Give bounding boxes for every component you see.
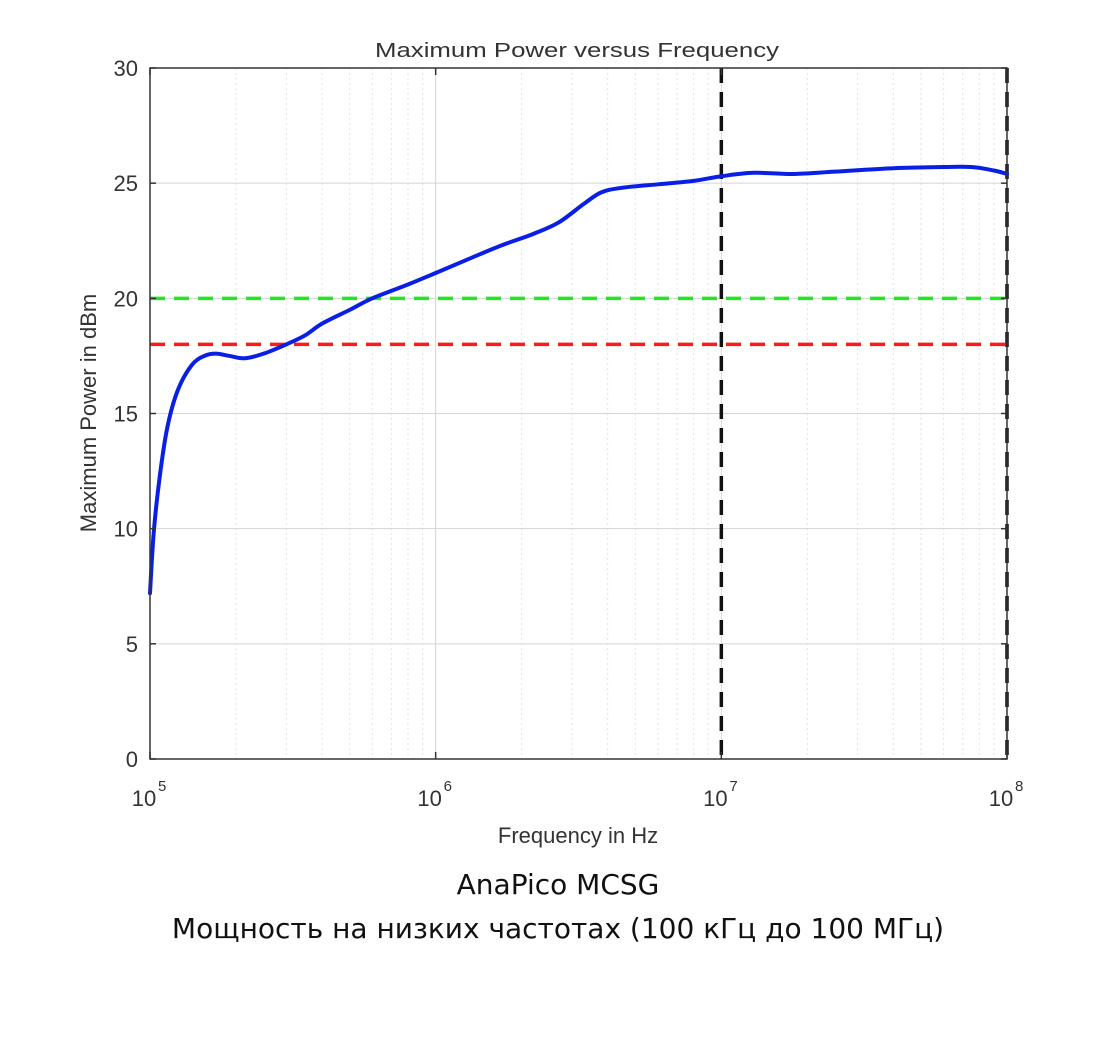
grid [150, 68, 1007, 759]
x-tick-label: 10 [417, 786, 441, 811]
x-tick-label: 10 [132, 786, 156, 811]
series-group [148, 164, 1009, 596]
x-tick-label-exponent: 6 [444, 778, 452, 795]
y-tick-label: 20 [114, 286, 138, 311]
x-tick-label-exponent: 8 [1015, 778, 1023, 795]
x-tick-label: 10 [989, 786, 1013, 811]
y-axis-label: Maximum Power in dBm [76, 294, 101, 532]
y-tick-label: 5 [126, 632, 138, 657]
caption-product: AnaPico MCSG [456, 868, 660, 901]
y-tick-label: 0 [126, 747, 138, 772]
y-tick-label: 15 [114, 402, 138, 427]
y-tick-label: 30 [114, 56, 138, 81]
chart-title: Maximum Power versus Frequency [375, 40, 779, 62]
series-line [148, 164, 1009, 596]
x-tick-label: 10 [703, 786, 727, 811]
caption-description: Мощность на низких частотах (100 кГц до … [171, 912, 945, 945]
y-tick-label: 25 [114, 171, 138, 196]
y-tick-label: 10 [114, 517, 138, 542]
x-axis-label: Frequency in Hz [498, 823, 658, 848]
x-tick-label-exponent: 7 [729, 778, 737, 795]
x-tick-label-exponent: 5 [158, 778, 166, 795]
